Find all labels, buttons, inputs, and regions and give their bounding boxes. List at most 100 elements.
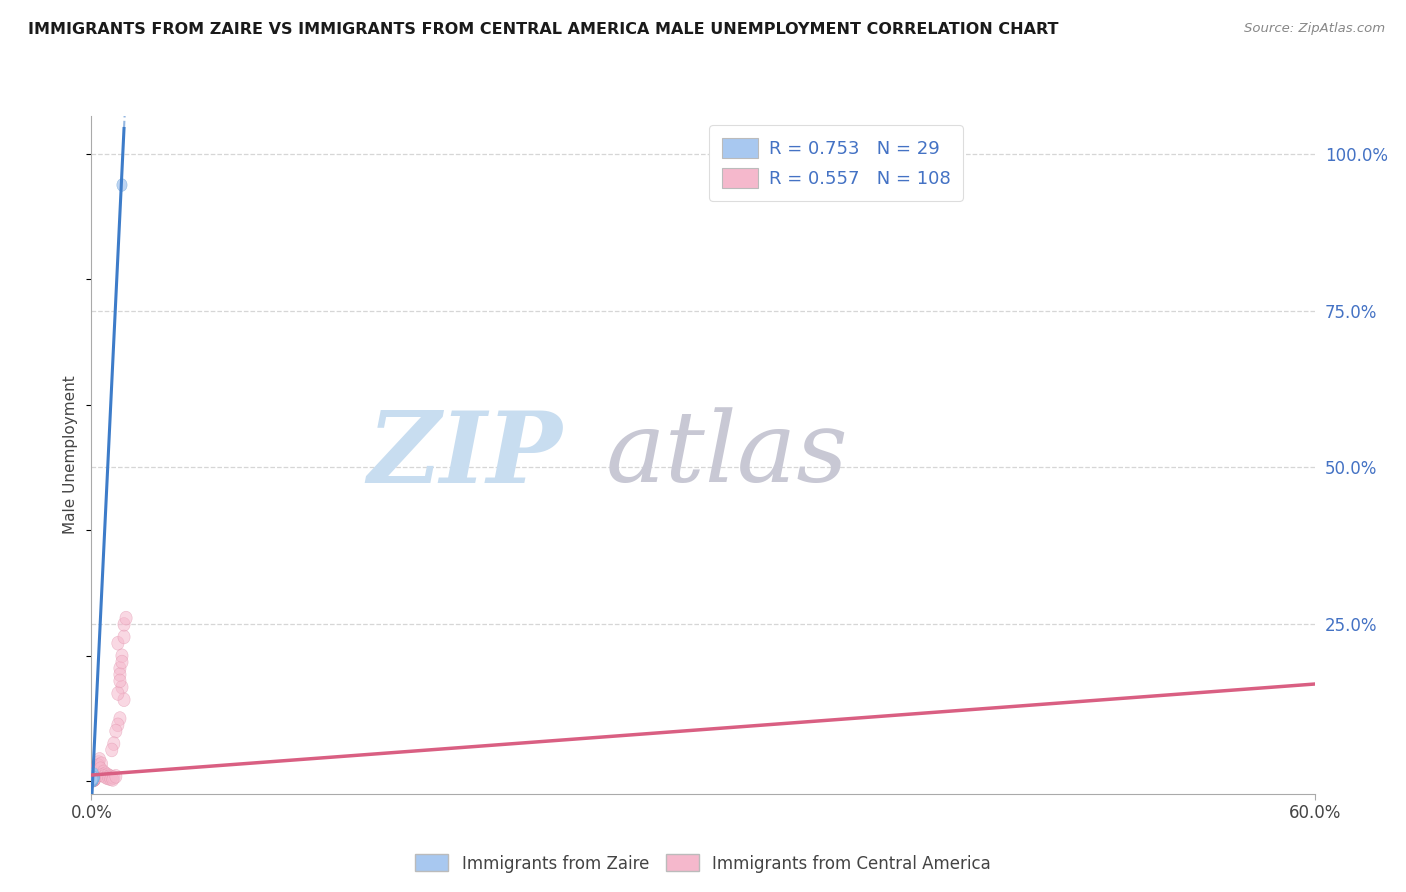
Ellipse shape — [89, 770, 98, 782]
Ellipse shape — [91, 759, 104, 772]
Ellipse shape — [89, 768, 101, 782]
Ellipse shape — [87, 772, 98, 786]
Ellipse shape — [87, 770, 100, 783]
Ellipse shape — [114, 662, 127, 675]
Ellipse shape — [87, 772, 100, 786]
Ellipse shape — [89, 772, 100, 785]
Ellipse shape — [89, 772, 101, 786]
Ellipse shape — [87, 772, 100, 785]
Ellipse shape — [87, 770, 100, 784]
Ellipse shape — [90, 765, 101, 779]
Ellipse shape — [87, 770, 100, 784]
Ellipse shape — [98, 770, 111, 783]
Ellipse shape — [87, 772, 100, 787]
Ellipse shape — [87, 771, 100, 784]
Ellipse shape — [89, 772, 100, 784]
Ellipse shape — [89, 773, 98, 786]
Ellipse shape — [104, 770, 115, 783]
Ellipse shape — [87, 772, 100, 786]
Ellipse shape — [87, 773, 97, 786]
Ellipse shape — [89, 770, 100, 784]
Ellipse shape — [96, 756, 108, 771]
Ellipse shape — [115, 681, 128, 694]
Ellipse shape — [87, 773, 98, 787]
Ellipse shape — [87, 774, 97, 787]
Y-axis label: Male Unemployment: Male Unemployment — [63, 376, 79, 534]
Ellipse shape — [87, 772, 98, 787]
Ellipse shape — [87, 772, 98, 785]
Ellipse shape — [87, 772, 100, 786]
Ellipse shape — [87, 771, 98, 784]
Ellipse shape — [118, 617, 131, 632]
Ellipse shape — [112, 636, 124, 650]
Ellipse shape — [97, 765, 110, 779]
Ellipse shape — [97, 768, 108, 782]
Ellipse shape — [87, 772, 100, 787]
Ellipse shape — [89, 772, 101, 786]
Ellipse shape — [87, 771, 98, 784]
Ellipse shape — [89, 771, 100, 784]
Ellipse shape — [89, 771, 100, 784]
Ellipse shape — [87, 773, 97, 786]
Ellipse shape — [100, 767, 112, 780]
Ellipse shape — [94, 762, 107, 776]
Legend: Immigrants from Zaire, Immigrants from Central America: Immigrants from Zaire, Immigrants from C… — [408, 847, 998, 880]
Ellipse shape — [87, 774, 97, 787]
Ellipse shape — [89, 772, 98, 785]
Ellipse shape — [87, 771, 100, 784]
Ellipse shape — [89, 772, 101, 785]
Ellipse shape — [89, 769, 101, 782]
Ellipse shape — [112, 718, 124, 731]
Legend: R = 0.753   N = 29, R = 0.557   N = 108: R = 0.753 N = 29, R = 0.557 N = 108 — [709, 125, 963, 201]
Ellipse shape — [89, 770, 98, 782]
Ellipse shape — [87, 772, 100, 785]
Ellipse shape — [89, 770, 98, 782]
Ellipse shape — [114, 674, 127, 688]
Ellipse shape — [89, 770, 100, 783]
Ellipse shape — [87, 772, 100, 785]
Ellipse shape — [89, 771, 98, 783]
Ellipse shape — [87, 772, 97, 785]
Ellipse shape — [108, 771, 120, 784]
Ellipse shape — [90, 772, 100, 784]
Ellipse shape — [89, 770, 100, 784]
Ellipse shape — [87, 772, 100, 785]
Ellipse shape — [90, 762, 103, 776]
Ellipse shape — [87, 772, 98, 787]
Ellipse shape — [101, 771, 112, 784]
Ellipse shape — [87, 772, 100, 785]
Ellipse shape — [89, 772, 101, 787]
Ellipse shape — [87, 772, 100, 785]
Text: ZIP: ZIP — [367, 407, 562, 503]
Ellipse shape — [114, 712, 127, 725]
Ellipse shape — [87, 772, 100, 787]
Ellipse shape — [87, 770, 100, 784]
Ellipse shape — [87, 772, 100, 786]
Ellipse shape — [87, 770, 100, 783]
Ellipse shape — [110, 724, 122, 738]
Ellipse shape — [89, 772, 98, 784]
Ellipse shape — [87, 772, 100, 786]
Ellipse shape — [115, 648, 128, 663]
Ellipse shape — [87, 772, 100, 787]
Ellipse shape — [114, 668, 127, 681]
Ellipse shape — [91, 761, 104, 774]
Ellipse shape — [87, 773, 98, 787]
Ellipse shape — [117, 178, 127, 191]
Ellipse shape — [87, 772, 100, 785]
Ellipse shape — [87, 772, 98, 785]
Ellipse shape — [89, 768, 101, 782]
Ellipse shape — [87, 770, 100, 784]
Ellipse shape — [87, 772, 100, 787]
Ellipse shape — [89, 770, 101, 784]
Ellipse shape — [89, 769, 98, 781]
Ellipse shape — [101, 768, 114, 782]
Ellipse shape — [87, 773, 98, 787]
Ellipse shape — [112, 687, 124, 700]
Ellipse shape — [104, 772, 117, 786]
Ellipse shape — [87, 773, 97, 787]
Ellipse shape — [93, 759, 104, 772]
Ellipse shape — [105, 743, 118, 756]
Ellipse shape — [87, 772, 100, 787]
Ellipse shape — [89, 772, 100, 786]
